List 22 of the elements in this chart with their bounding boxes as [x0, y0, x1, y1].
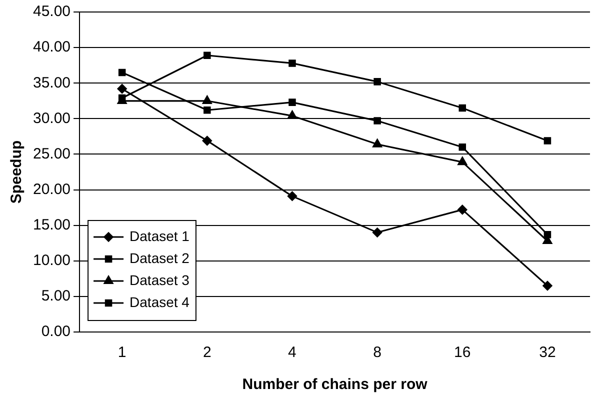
y-tick-label: 25.00 [32, 145, 71, 162]
legend-label: Dataset 4 [130, 294, 190, 310]
y-tick-label: 10.00 [32, 252, 71, 270]
x-tick-label: 2 [202, 344, 212, 362]
y-tick-label: 45.00 [32, 3, 71, 20]
legend-label: Dataset 2 [130, 250, 190, 266]
y-tick-label: 20.00 [32, 180, 71, 198]
y-tick-label: 0.00 [41, 323, 71, 340]
legend-label: Dataset 1 [130, 228, 190, 244]
legend-label: Dataset 3 [130, 272, 190, 288]
x-tick-label: 8 [373, 344, 382, 362]
y-axis-title: Speedup [8, 140, 26, 204]
y-tick-label: 5.00 [41, 288, 71, 305]
x-tick-label: 1 [118, 344, 126, 362]
y-tick-label: 15.00 [32, 216, 71, 234]
y-tick-label: 35.00 [32, 74, 71, 92]
x-axis-title: Number of chains per row [242, 376, 428, 394]
x-tick-label: 16 [454, 344, 471, 362]
y-tick-label: 40.00 [32, 38, 71, 56]
x-tick-label: 4 [288, 344, 296, 362]
x-tick-label: 32 [539, 344, 556, 362]
y-tick-label: 30.00 [32, 110, 71, 127]
